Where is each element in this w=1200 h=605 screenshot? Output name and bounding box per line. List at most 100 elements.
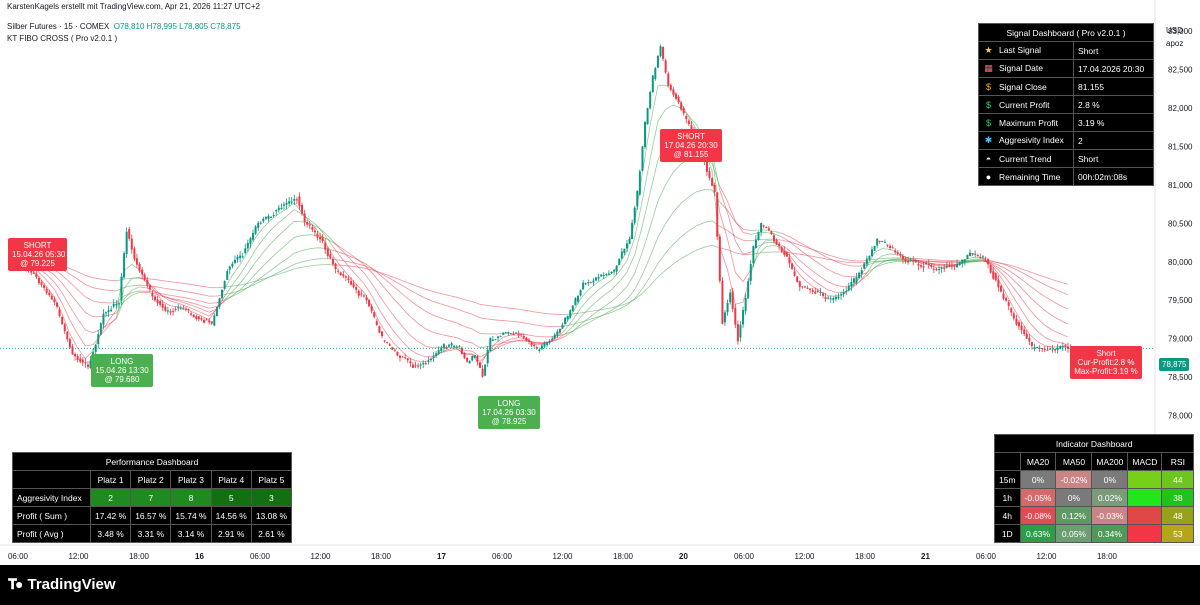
ribbon-line — [301, 259, 310, 263]
candle-body — [901, 256, 904, 260]
ribbon-line — [309, 264, 318, 267]
ribbon-line — [541, 341, 550, 343]
indicator-name[interactable]: KT FIBO CROSS ( Pro v2.0.1 ) — [7, 34, 118, 43]
candle-body — [943, 267, 946, 269]
ribbon-line — [735, 301, 744, 305]
ribbon-line — [619, 304, 628, 310]
candle-body — [780, 247, 783, 252]
ribbon-line — [324, 232, 334, 242]
ribbon-line — [441, 348, 450, 353]
x-tick-label: 18:00 — [1097, 552, 1118, 561]
ribbon-line — [479, 346, 488, 349]
candle-body — [115, 303, 118, 306]
ribbon-line — [162, 296, 171, 302]
ribbon-line — [170, 295, 179, 297]
candle-body — [499, 335, 502, 337]
candle-body — [979, 256, 982, 258]
performance-cell: 7 — [130, 488, 172, 507]
indicator-cell: 0.63% — [1019, 524, 1057, 543]
ribbon-line — [858, 275, 868, 283]
ribbon-line — [719, 186, 728, 202]
ribbon-line — [448, 306, 457, 310]
ribbon-line — [735, 252, 744, 255]
candle-body — [922, 266, 925, 268]
candle-body — [104, 312, 107, 314]
ribbon-line — [642, 276, 651, 289]
ribbon-line — [448, 348, 457, 352]
candle-body — [878, 240, 881, 242]
ribbon-line — [340, 256, 349, 267]
ribbon-line — [456, 296, 465, 300]
ribbon-line — [580, 322, 589, 328]
candle-body — [179, 307, 182, 309]
ribbon-line — [178, 289, 187, 292]
ribbon-line — [1036, 290, 1046, 297]
ribbon-line — [77, 318, 86, 331]
ribbon-line — [147, 290, 156, 293]
ribbon-line — [115, 299, 125, 320]
ribbon-line — [572, 312, 581, 315]
ribbon-line — [1044, 284, 1053, 289]
ribbon-line — [85, 350, 94, 359]
ribbon-line — [634, 274, 643, 290]
candle-body — [739, 324, 742, 338]
ribbon-line — [595, 295, 605, 303]
candle-body — [569, 310, 572, 318]
ribbon-line — [665, 84, 674, 92]
ribbon-line — [216, 288, 226, 309]
ribbon-line — [967, 261, 976, 263]
ribbon-line — [178, 300, 187, 304]
ribbon-line — [209, 308, 218, 313]
ribbon-line — [100, 288, 109, 291]
ribbon-line — [317, 226, 326, 234]
ribbon-line — [998, 262, 1007, 265]
ribbon-line — [1029, 271, 1038, 275]
candle-body — [680, 102, 683, 110]
y-tick-label: 80,000 — [1168, 258, 1193, 267]
ribbon-line — [843, 263, 852, 267]
ribbon-line — [170, 298, 179, 302]
performance-cell: 3.31 % — [130, 524, 172, 543]
ribbon-line — [456, 346, 465, 351]
candle-body — [244, 248, 247, 254]
symbol-name[interactable]: Silber Futures · 15 · COMEX — [7, 22, 110, 31]
ribbon-line — [1021, 321, 1030, 335]
y-tick-label: 78,500 — [1168, 373, 1193, 382]
ribbon-line — [201, 294, 210, 297]
ribbon-line — [123, 263, 133, 271]
candle-body — [850, 282, 853, 287]
ribbon-line — [750, 245, 759, 253]
performance-cell: 16.57 % — [130, 506, 172, 525]
ribbon-line — [649, 237, 659, 257]
ribbon-line — [379, 281, 388, 292]
candle-body — [803, 286, 806, 288]
candle-body — [894, 250, 897, 253]
ribbon-line — [611, 271, 620, 281]
candle-body — [190, 313, 193, 315]
ribbon-line — [649, 276, 659, 286]
ribbon-line — [348, 252, 357, 259]
ribbon-line — [1029, 276, 1038, 281]
ribbon-line — [890, 253, 898, 256]
candle-body — [956, 264, 959, 268]
ribbon-line — [356, 263, 365, 266]
candle-body — [809, 288, 812, 290]
ribbon-line — [441, 293, 450, 296]
candle-body — [406, 358, 409, 361]
tradingview-logo[interactable]: 𝐓● TradingView — [8, 576, 116, 593]
candle-body — [231, 263, 234, 267]
ribbon-line — [61, 292, 71, 307]
candle-body — [628, 238, 631, 244]
ribbon-line — [688, 191, 697, 197]
ribbon-line — [618, 298, 628, 306]
candle-body — [584, 283, 587, 285]
ribbon-line — [828, 289, 836, 293]
ribbon-line — [758, 242, 767, 247]
signal-row-value: 3.19 % — [1073, 113, 1154, 132]
candle-body — [602, 275, 605, 277]
ribbon-line — [603, 289, 612, 296]
ribbon-line — [1013, 308, 1022, 322]
candle-body — [84, 362, 87, 364]
ribbon-line — [866, 252, 875, 267]
candle-body — [476, 356, 479, 362]
